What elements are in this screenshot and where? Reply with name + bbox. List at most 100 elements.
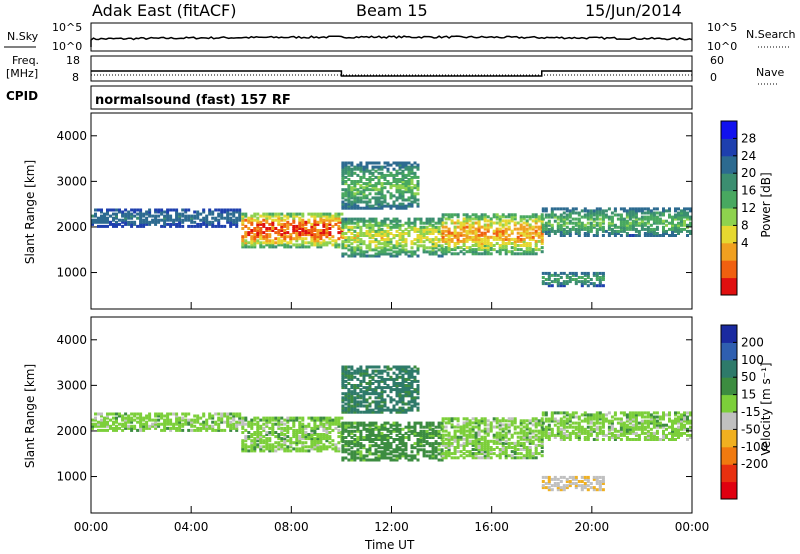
velocity-cell (356, 444, 360, 448)
power-cell (356, 206, 360, 210)
velocity-cell (389, 429, 393, 433)
power-cell (410, 178, 414, 181)
power-cell (341, 223, 345, 227)
velocity-cell (404, 452, 408, 456)
velocity-cell (229, 412, 233, 416)
velocity-cell (631, 438, 635, 441)
velocity-cell (550, 417, 554, 421)
velocity-cell (456, 417, 460, 421)
power-cell (268, 233, 272, 237)
velocity-cell (598, 425, 602, 429)
velocity-cell (395, 456, 399, 460)
power-cell (441, 250, 445, 254)
velocity-cell (671, 421, 674, 425)
velocity-cell (465, 439, 469, 443)
power-cell (374, 238, 378, 242)
power-cell (103, 214, 106, 218)
power-cell (265, 237, 269, 241)
power-cell (398, 184, 402, 188)
velocity-cell (513, 452, 517, 456)
power-cell (325, 231, 329, 235)
velocity-cell (356, 429, 360, 433)
power-cell (395, 184, 399, 188)
power-cell (383, 198, 387, 202)
velocity-cell (398, 440, 402, 444)
power-cell (154, 208, 158, 212)
power-cell (431, 232, 435, 235)
velocity-cell (100, 428, 103, 432)
power-cell (401, 182, 405, 186)
velocity-cell (547, 480, 551, 483)
power-cell (607, 215, 611, 219)
velocity-cell (211, 426, 215, 430)
velocity-cell (163, 424, 167, 428)
velocity-cell (480, 417, 484, 421)
velocity-cell (139, 422, 143, 426)
power-cell (410, 252, 414, 256)
power-cell (522, 217, 526, 221)
power-cell (341, 180, 345, 183)
velocity-cell (544, 431, 548, 435)
power-cell (601, 211, 605, 215)
power-cell (344, 190, 348, 194)
power-cell (613, 234, 617, 237)
velocity-cell (244, 418, 248, 422)
power-cell (407, 169, 411, 173)
power-cell (202, 220, 206, 224)
power-cell (583, 271, 587, 275)
velocity-cell (353, 410, 357, 414)
power-cell (395, 182, 399, 186)
velocity-cell (468, 427, 472, 431)
velocity-cell (133, 424, 137, 428)
power-cell (401, 186, 405, 190)
velocity-cell (456, 425, 460, 429)
power-cell (353, 182, 357, 186)
velocity-cell (492, 441, 496, 445)
power-cell (516, 221, 520, 225)
velocity-cell (353, 402, 357, 406)
power-cell (377, 234, 381, 237)
velocity-cell (674, 429, 677, 433)
power-cell (483, 231, 487, 235)
velocity-cell (106, 420, 109, 424)
velocity-cell (474, 441, 478, 445)
power-cell (356, 192, 360, 196)
velocity-cell (528, 446, 532, 449)
power-cell (425, 221, 429, 225)
power-cell (674, 234, 677, 237)
power-cell (413, 250, 417, 254)
velocity-cell (431, 433, 435, 437)
power-cell (359, 165, 363, 169)
power-cell (181, 224, 185, 228)
power-cell (434, 238, 438, 242)
power-cell (371, 225, 375, 229)
power-cell (510, 219, 514, 223)
power-cell (562, 211, 566, 215)
velocity-cell (362, 456, 366, 460)
velocity-cell (574, 475, 578, 479)
velocity-cell (556, 419, 560, 423)
power-cell (341, 234, 345, 237)
velocity-cell (325, 433, 329, 436)
power-cell (410, 250, 414, 254)
velocity-cell (392, 388, 396, 392)
power-cell (504, 242, 508, 245)
velocity-cell (395, 377, 399, 381)
power-cell (383, 175, 387, 179)
velocity-cell (547, 417, 551, 421)
power-cell (289, 212, 293, 216)
velocity-cell (265, 445, 269, 449)
power-cell (407, 167, 411, 171)
velocity-cell (550, 415, 554, 419)
power-cell (100, 208, 103, 212)
power-cell (401, 244, 405, 248)
velocity-cell (489, 425, 493, 429)
site-title: Adak East (fitACF) (92, 1, 236, 20)
velocity-cell (507, 454, 511, 458)
freq-label-line2: [MHz] (6, 67, 38, 80)
power-cell (637, 221, 641, 225)
power-cell (559, 276, 563, 279)
power-cell (389, 171, 393, 175)
power-cell (337, 243, 341, 247)
power-cell (444, 233, 448, 237)
